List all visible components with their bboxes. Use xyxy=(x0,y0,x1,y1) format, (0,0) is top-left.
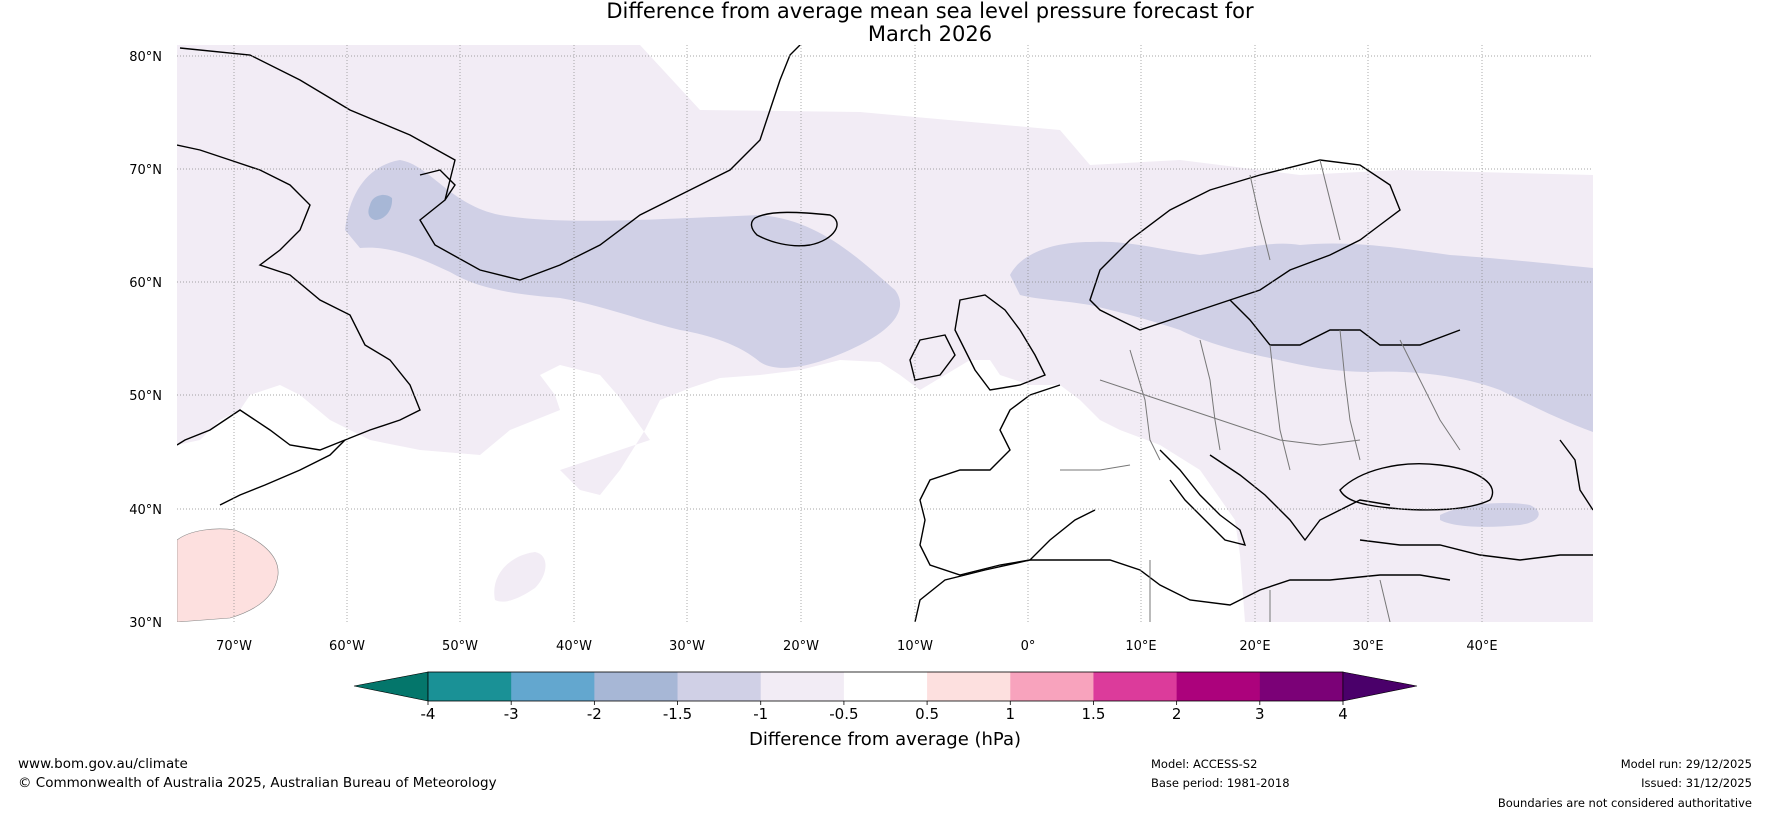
title-line-1: Difference from average mean sea level p… xyxy=(606,0,1254,23)
colorbar-tick-label: 1 xyxy=(1005,705,1015,723)
anomaly-region-grey-blue-east xyxy=(1010,241,1593,432)
colorbar-tick-label: -2 xyxy=(587,705,602,723)
lat-label: 80°N xyxy=(129,50,162,65)
lon-label: 0° xyxy=(1021,639,1036,654)
colorbar-segment xyxy=(677,672,762,701)
colorbar-segment xyxy=(1259,672,1344,701)
colorbar-over-arrow xyxy=(1342,671,1418,702)
colorbar-segment xyxy=(927,672,1011,701)
colorbar-under-arrow xyxy=(353,671,429,702)
colorbar-tick-label: 4 xyxy=(1338,705,1348,723)
anomaly-region-grey-blue-west xyxy=(345,160,901,368)
colorbar-tick-label: -0.5 xyxy=(829,705,858,723)
map-gridlines xyxy=(177,45,1593,622)
lon-label: 10°E xyxy=(1125,639,1156,654)
newfoundland-coast xyxy=(219,439,346,506)
greenland-coast xyxy=(179,45,801,281)
colorbar-tick-label: -4 xyxy=(421,705,436,723)
colorbar-segment xyxy=(1010,672,1094,701)
model-run-text: Model run: 29/12/2025 xyxy=(1621,757,1752,771)
longitude-labels: 70°W 60°W 50°W 40°W 30°W 20°W 10°W 0° 10… xyxy=(216,639,1498,654)
disclaimer-text: Boundaries are not considered authoritat… xyxy=(1498,796,1752,810)
lat-label: 60°N xyxy=(129,276,162,291)
colorbar-tick-label: -3 xyxy=(504,705,519,723)
lon-label: 40°W xyxy=(556,639,592,654)
colorbar-segment xyxy=(1176,672,1261,701)
lat-label: 70°N xyxy=(129,163,162,178)
british-isles-coast xyxy=(954,294,1046,391)
issued-text: Issued: 31/12/2025 xyxy=(1641,776,1752,790)
colorbar-tick-label: 2 xyxy=(1172,705,1182,723)
ireland-coast xyxy=(909,334,956,381)
lon-label: 10°W xyxy=(897,639,933,654)
colorbar-tick-label: 0.5 xyxy=(915,705,939,723)
anomaly-blob-atlantic xyxy=(494,552,546,602)
anomaly-region-light-lavender xyxy=(177,45,1593,622)
colorbar: -4 -3 -2 -1.5 -1 -0.5 0.5 1 1.5 2 3 4 Difference fr… xyxy=(353,671,1418,750)
lon-label: 30°W xyxy=(669,639,705,654)
anomaly-blob-dark xyxy=(368,194,393,220)
africa-north-coast xyxy=(914,559,1451,622)
greenland-inner-coast xyxy=(419,169,456,201)
country-borders xyxy=(1060,159,1461,622)
copyright-text: © Commonwealth of Australia 2025, Austra… xyxy=(18,775,497,791)
colorbar-tick-label: 1.5 xyxy=(1082,705,1106,723)
canada-arctic-coast xyxy=(177,144,421,451)
colorbar-tick-label: 3 xyxy=(1255,705,1265,723)
model-text: Model: ACCESS-S2 xyxy=(1151,757,1257,771)
iceland-coast xyxy=(750,211,838,247)
lat-label: 30°N xyxy=(129,616,162,631)
colorbar-tick-label: -1 xyxy=(753,705,768,723)
lon-label: 20°E xyxy=(1239,639,1270,654)
base-period-text: Base period: 1981-2018 xyxy=(1151,776,1290,790)
colorbar-tick-label: -1.5 xyxy=(663,705,692,723)
lat-label: 50°N xyxy=(129,389,162,404)
colorbar-segment xyxy=(594,672,679,701)
title-line-2: March 2026 xyxy=(867,22,993,46)
colorbar-label: Difference from average (hPa) xyxy=(749,729,1021,750)
lat-label: 40°N xyxy=(129,503,162,518)
italy-coast xyxy=(1159,449,1247,546)
colorbar-ticks: -4 -3 -2 -1.5 -1 -0.5 0.5 1 1.5 2 3 4 xyxy=(421,701,1348,723)
lon-label: 20°W xyxy=(783,639,819,654)
pressure-anomaly-layer xyxy=(177,45,1593,622)
scandinavia-coast xyxy=(1089,159,1401,331)
map-title: Difference from average mean sea level p… xyxy=(0,0,1770,46)
baltic-coast xyxy=(1229,299,1461,346)
colorbar-segments xyxy=(427,671,1344,702)
anomaly-positive-blob xyxy=(177,528,279,622)
lon-label: 30°E xyxy=(1352,639,1383,654)
lon-label: 70°W xyxy=(216,639,252,654)
colorbar-segment xyxy=(1093,672,1178,701)
website-link[interactable]: www.bom.gov.au/climate xyxy=(18,756,188,772)
lon-label: 60°W xyxy=(329,639,365,654)
lon-label: 40°E xyxy=(1466,639,1497,654)
colorbar-segment xyxy=(428,672,512,701)
colorbar-segment xyxy=(843,672,928,701)
caspian-coast xyxy=(1559,439,1593,511)
colorbar-segment xyxy=(511,672,595,701)
latitude-labels: 80°N 70°N 60°N 50°N 40°N 30°N xyxy=(129,50,162,631)
coastlines xyxy=(177,45,1593,622)
balkans-coast xyxy=(1209,454,1391,542)
turkey-coast xyxy=(1359,539,1593,561)
black-sea-coast xyxy=(1339,463,1494,511)
lon-label: 50°W xyxy=(442,639,478,654)
colorbar-segment xyxy=(760,672,845,701)
europe-atlantic-coast xyxy=(919,384,1096,576)
footer: www.bom.gov.au/climate © Commonwealth of… xyxy=(18,756,1752,810)
